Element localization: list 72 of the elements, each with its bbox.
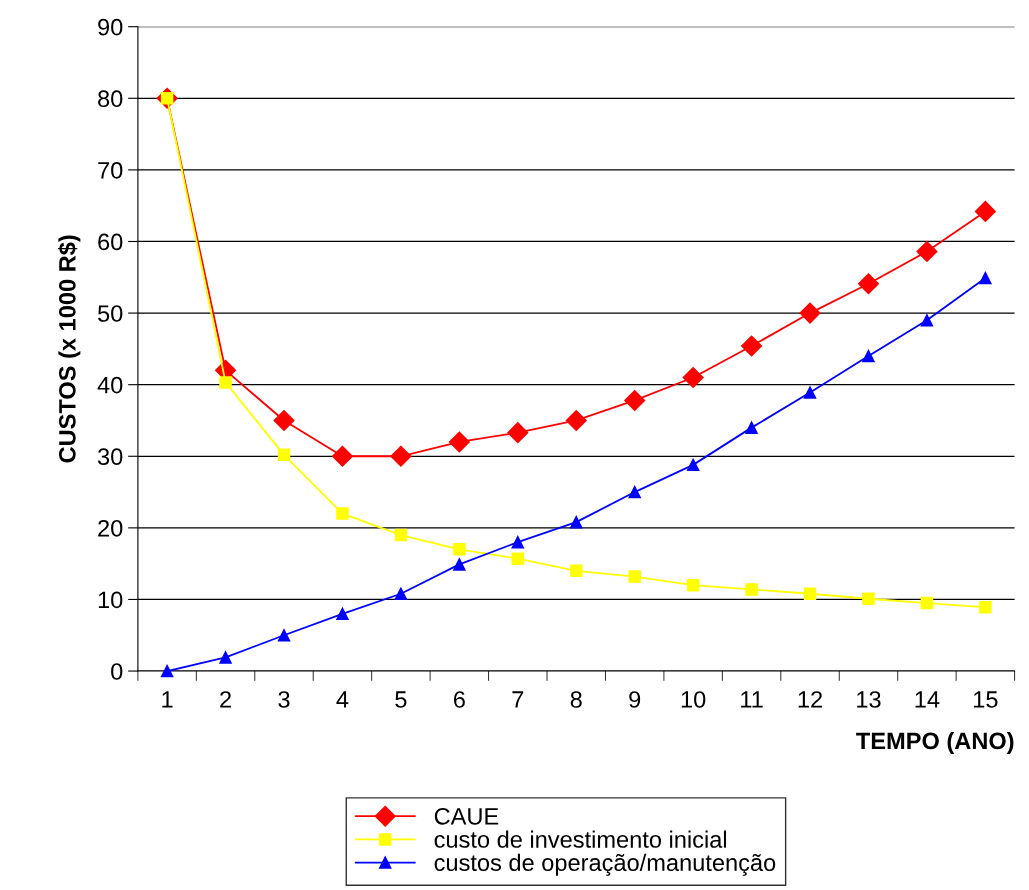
- point: [628, 485, 641, 499]
- point: [920, 596, 934, 610]
- y-tick-label: 10: [98, 591, 123, 609]
- point: [569, 564, 583, 578]
- point: [160, 664, 174, 678]
- legend-label: custos de operação/manutenção: [434, 853, 776, 876]
- x-tick-label: 2: [220, 691, 231, 708]
- point: [507, 422, 529, 444]
- y-tick-label: 20: [98, 519, 123, 537]
- point: [277, 448, 291, 462]
- y-tick-label: 50: [97, 305, 123, 322]
- point: [686, 458, 700, 472]
- x-tick-label: 10: [681, 691, 706, 708]
- point: [857, 273, 879, 295]
- y-tick-label: 80: [98, 90, 123, 108]
- point: [745, 421, 758, 434]
- x-tick-label: 5: [395, 691, 407, 708]
- point: [569, 515, 583, 529]
- point: [745, 583, 758, 596]
- point: [979, 271, 992, 285]
- y-axis-title: CUSTOS (x 1000 R$): [57, 235, 81, 463]
- point: [862, 592, 875, 605]
- x-tick-label: 15: [974, 691, 998, 708]
- point: [394, 587, 408, 600]
- point: [624, 389, 646, 411]
- point: [448, 431, 470, 453]
- point: [803, 386, 817, 399]
- point: [273, 409, 295, 431]
- x-axis-title: TEMPO (ANO): [856, 731, 1014, 754]
- y-tick-label: 90: [98, 18, 123, 36]
- x-tick-label: 9: [629, 691, 641, 708]
- point: [336, 607, 349, 621]
- point: [979, 601, 992, 614]
- point: [511, 535, 525, 549]
- point: [862, 349, 875, 363]
- x-tick-label: 7: [512, 691, 524, 708]
- point: [390, 445, 412, 467]
- point: [277, 629, 291, 642]
- point: [453, 558, 466, 571]
- point: [453, 543, 466, 556]
- point: [511, 552, 525, 565]
- legend-label: custo de investimento inicial: [434, 830, 727, 848]
- point: [803, 587, 817, 600]
- y-tick-label: 30: [97, 448, 123, 466]
- x-tick-label: 4: [336, 691, 349, 708]
- point: [686, 578, 700, 592]
- x-tick-label: 11: [741, 691, 763, 708]
- point: [565, 409, 587, 431]
- x-tick-label: 1: [162, 691, 173, 708]
- point: [916, 240, 938, 263]
- point: [219, 376, 232, 389]
- x-tick-label: 6: [453, 691, 465, 708]
- point: [219, 651, 232, 664]
- point: [682, 367, 704, 389]
- point: [920, 313, 934, 327]
- x-tick-label: 14: [915, 691, 940, 708]
- point: [799, 302, 821, 324]
- x-tick-label: 8: [570, 691, 582, 708]
- point: [336, 507, 349, 520]
- y-tick-label: 60: [98, 233, 123, 251]
- x-tick-label: 3: [278, 691, 290, 708]
- point: [974, 200, 996, 222]
- legend-label: CAUE: [434, 807, 499, 825]
- y-tick-label: 40: [97, 376, 123, 394]
- y-tick-label: 0: [111, 663, 123, 680]
- point: [331, 445, 353, 467]
- y-tick-label: 70: [98, 161, 123, 179]
- x-tick-label: 12: [798, 691, 822, 708]
- point: [741, 335, 763, 357]
- x-tick-label: 13: [857, 691, 881, 708]
- point: [628, 570, 641, 583]
- point: [394, 528, 408, 542]
